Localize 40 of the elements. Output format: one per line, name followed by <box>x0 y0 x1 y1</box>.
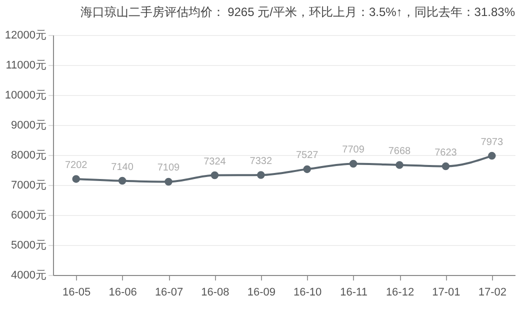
data-label: 7973 <box>480 136 504 148</box>
y-tick-label: 8000元 <box>11 150 46 162</box>
data-label: 7623 <box>434 147 458 158</box>
data-label: 7202 <box>64 160 88 171</box>
x-tick-label: 16-05 <box>62 286 91 298</box>
point <box>118 176 126 185</box>
point <box>257 171 265 179</box>
x-tick-label: 17-01 <box>432 286 460 298</box>
y-tick-label: 9000元 <box>11 120 46 132</box>
x-tick-label: 16-07 <box>154 286 184 298</box>
chart-title: 海口琼山二手房评估均价： 9265 元/平米，环比上月：3.5%↑，同比去年：31.83% <box>80 5 516 19</box>
point <box>210 171 219 180</box>
point <box>396 161 404 169</box>
x-tick-label: 16-09 <box>247 286 276 298</box>
data-label: 7527 <box>296 150 319 162</box>
point <box>349 160 358 168</box>
point <box>303 165 311 174</box>
y-tick-label: 12000元 <box>4 30 46 42</box>
y-tick-label: 7000元 <box>11 180 46 192</box>
data-label: 7324 <box>204 156 226 168</box>
x-tick-label: 16-12 <box>386 286 414 298</box>
point <box>442 162 450 170</box>
data-label: 7332 <box>250 156 272 168</box>
point <box>488 152 496 160</box>
data-label: 7709 <box>342 144 365 156</box>
data-label: 7668 <box>388 146 412 157</box>
x-tick-label: 16-10 <box>294 286 322 298</box>
x-tick-label: 16-06 <box>108 286 137 298</box>
data-label: 7140 <box>111 162 134 173</box>
x-tick-label: 17-02 <box>478 286 506 298</box>
y-tick-label: 11000元 <box>6 60 46 72</box>
x-tick-label: 16-08 <box>201 286 230 298</box>
data-label: 7109 <box>157 162 180 174</box>
y-tick-label: 5000元 <box>11 240 46 252</box>
y-tick-label: 6000元 <box>11 210 46 222</box>
x-tick-label: 16-11 <box>340 286 368 298</box>
point <box>164 178 172 186</box>
y-tick-label: 10000元 <box>4 90 46 102</box>
y-tick-label: 4000元 <box>11 270 46 282</box>
point <box>72 175 80 183</box>
